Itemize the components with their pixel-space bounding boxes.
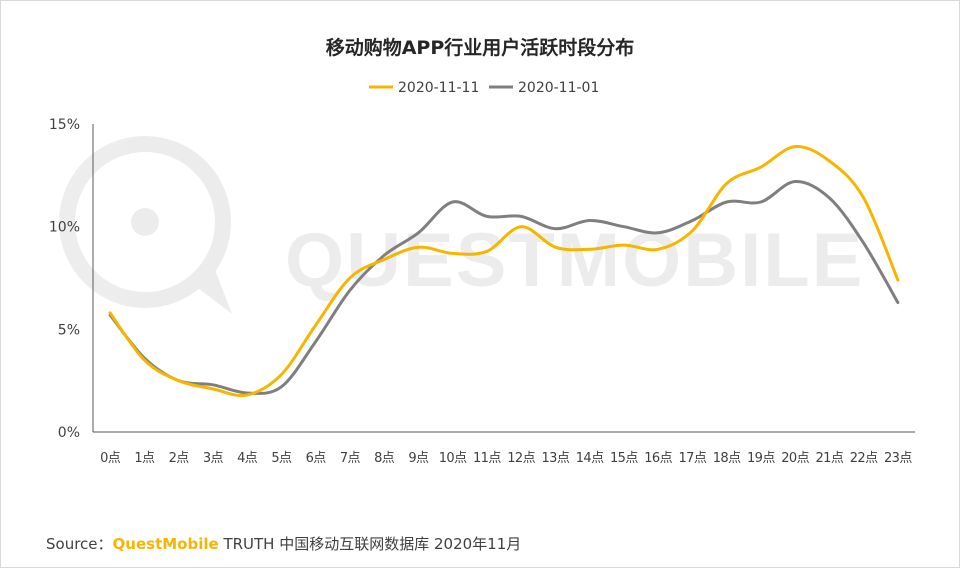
legend: 2020-11-11 2020-11-01 <box>369 80 599 96</box>
y-tick-label: 0% <box>58 425 80 441</box>
x-tick-label: 22点 <box>850 451 878 466</box>
x-tick-label: 9点 <box>408 451 429 466</box>
x-tick-label: 8点 <box>374 451 395 466</box>
x-tick-label: 11点 <box>473 451 501 466</box>
x-tick-label: 10点 <box>439 451 467 466</box>
x-tick-label: 15点 <box>610 451 638 466</box>
x-tick-label: 18点 <box>713 451 741 466</box>
series-lines <box>108 145 900 398</box>
source-brand: QuestMobile <box>112 535 219 553</box>
x-tick-labels: 0点 1点 2点 3点 4点 5点 6点 7点 8点 9点 10点 11点 12点 13点 14点 15点 16… <box>100 451 913 466</box>
x-tick-label: 23点 <box>884 451 912 466</box>
x-tick-label: 4点 <box>237 451 258 466</box>
x-tick-label: 12点 <box>507 451 535 466</box>
y-tick-label: 5% <box>58 322 80 338</box>
x-tick-label: 2点 <box>169 451 190 466</box>
x-tick-label: 5点 <box>271 451 292 466</box>
source-detail: TRUTH 中国移动互联网数据库 2020年11月 <box>218 535 522 553</box>
x-tick-label: 13点 <box>542 451 570 466</box>
y-tick-label: 10% <box>49 220 80 236</box>
x-tick-label: 0点 <box>100 451 121 466</box>
x-tick-label: 19点 <box>747 451 775 466</box>
x-tick-label: 17点 <box>679 451 707 466</box>
x-tick-label: 21点 <box>816 451 844 466</box>
x-tick-label: 16点 <box>644 451 672 466</box>
x-tick-label: 3点 <box>203 451 224 466</box>
chart-title: 移动购物APP行业用户活跃时段分布 <box>326 36 635 59</box>
series-line-2020-11-01 <box>108 179 900 395</box>
legend-label-2020-11-11: 2020-11-11 <box>398 80 479 96</box>
x-tick-label: 1点 <box>134 451 155 466</box>
legend-label-2020-11-01: 2020-11-01 <box>518 80 599 96</box>
x-tick-label: 7点 <box>340 451 361 466</box>
watermark-text: QUESTMOBILE <box>285 218 864 303</box>
y-tick-label: 15% <box>49 117 80 133</box>
watermark: QUESTMOBILE <box>59 136 864 314</box>
x-tick-label: 6点 <box>306 451 327 466</box>
x-tick-label: 20点 <box>781 451 809 466</box>
source-note: Source：QuestMobile TRUTH 中国移动互联网数据库 2020… <box>46 533 521 554</box>
x-tick-label: 14点 <box>576 451 604 466</box>
y-tick-labels: 15% 10% 5% 0% <box>49 117 80 441</box>
source-prefix: Source： <box>46 535 113 553</box>
series-line-2020-11-11 <box>108 145 900 398</box>
